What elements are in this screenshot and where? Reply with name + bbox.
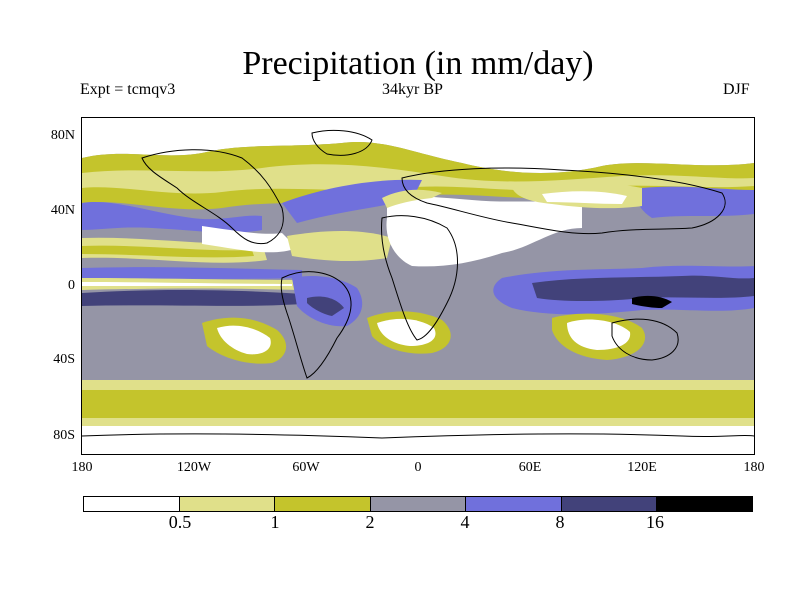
pacific-storm-track	[82, 201, 262, 233]
eurasia-outline	[401, 167, 726, 235]
africa-outline	[381, 215, 458, 341]
map-canvas	[82, 118, 754, 454]
central-asia-dry	[542, 191, 627, 204]
equatorial-pacific-core	[82, 282, 292, 286]
colorbar-swatch-3	[275, 497, 371, 511]
coastlines	[82, 129, 754, 439]
lon-label-0: 0	[414, 460, 422, 475]
subtropical-atlantic-light	[287, 231, 392, 262]
amazon-heavy	[307, 296, 344, 316]
arctic-dry	[82, 118, 754, 174]
experiment-label: Expt = tcmqv3	[80, 81, 176, 98]
south-atlantic-dry	[377, 318, 436, 346]
lon-label-120e: 120E	[627, 460, 657, 475]
east-pacific-dry	[202, 226, 297, 253]
precip-colorbar	[83, 496, 753, 512]
australia-dry	[567, 319, 631, 350]
lat-label-80n: 80N	[50, 128, 75, 143]
maritime-continent-max	[632, 295, 672, 308]
antarctica-dry	[82, 424, 754, 454]
pacific-itcz-north	[82, 267, 302, 279]
greenland-outline	[311, 129, 373, 156]
lon-label-60e: 60E	[518, 460, 542, 475]
se-pacific-dry	[217, 325, 271, 355]
colorbar-label-8: 8	[555, 512, 565, 532]
colorbar-swatch-2	[179, 497, 276, 511]
precip-band-south-light	[82, 380, 754, 390]
colorbar-swatch-6	[561, 497, 658, 511]
precip-band-antarctic-edge	[82, 418, 754, 426]
lon-label-180e: 180	[743, 460, 765, 475]
lon-label-180w: 180	[71, 460, 93, 475]
colorbar-swatch-4	[370, 497, 467, 511]
precipitation-map	[81, 117, 755, 455]
season-label: DJF	[723, 81, 750, 98]
colorbar-swatch-7	[657, 497, 753, 511]
lat-label-eq: 0	[68, 278, 75, 293]
australia-outline	[611, 318, 679, 361]
colorbar-label-2: 2	[365, 512, 375, 532]
lat-label-40s: 40S	[53, 352, 75, 367]
colorbar-swatch-5	[466, 497, 562, 511]
pacific-itcz-south	[82, 290, 302, 306]
lon-label-120w: 120W	[176, 460, 212, 475]
colorbar-label-0-5: 0.5	[168, 512, 192, 532]
period-label: 34kyr BP	[382, 81, 443, 98]
south-america-outline	[280, 271, 352, 379]
colorbar-label-16: 16	[646, 512, 664, 532]
mediterranean-light	[382, 189, 442, 208]
colorbar-swatch-1	[84, 497, 180, 511]
colorbar-label-4: 4	[460, 512, 470, 532]
colorbar-label-1: 1	[270, 512, 280, 532]
north-pacific-subtropics-inner	[82, 245, 254, 258]
lat-label-40n: 40N	[50, 203, 75, 218]
indo-pacific-heavy-convection	[532, 275, 754, 301]
west-pacific-storm-track	[637, 186, 754, 218]
antarctica-outline	[82, 433, 754, 439]
lon-label-60w: 60W	[292, 460, 320, 475]
lat-label-80s: 80S	[53, 428, 75, 443]
chart-title: Precipitation (in mm/day)	[242, 45, 594, 82]
north-america-outline	[141, 149, 284, 245]
atlantic-storm-track	[282, 179, 422, 223]
sahara-arabia-dry	[386, 196, 582, 267]
